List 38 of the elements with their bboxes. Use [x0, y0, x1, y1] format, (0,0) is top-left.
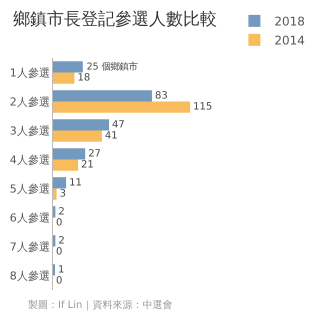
- y-tick-label: 8人參選: [10, 269, 50, 282]
- data-label: 2: [58, 206, 65, 218]
- y-tick-label: 2人參選: [10, 95, 50, 108]
- data-label: 47: [112, 119, 125, 130]
- bar: [53, 177, 66, 188]
- bar: [53, 72, 74, 84]
- y-tick-label: 5人參選: [10, 182, 50, 196]
- legend-label: 2018: [274, 14, 305, 29]
- bar: [53, 148, 86, 160]
- bar: [53, 130, 102, 142]
- bar: [53, 90, 152, 102]
- bar: [53, 160, 78, 171]
- data-label: 1: [58, 264, 64, 276]
- data-label: 27: [88, 148, 101, 160]
- y-tick-label: 4人參選: [10, 153, 50, 166]
- data-label: 0: [56, 276, 62, 287]
- data-label: 25 個鄉鎮市: [86, 62, 138, 73]
- data-label: 41: [104, 130, 118, 142]
- bar: [53, 188, 57, 200]
- bar: [53, 119, 110, 130]
- data-label: 21: [81, 160, 94, 171]
- data-label: 115: [193, 102, 212, 113]
- chart-title: 鄉鎮市長登記參選人數比較: [12, 10, 217, 30]
- data-label: 83: [154, 90, 168, 102]
- y-tick-label: 7人參選: [10, 240, 50, 254]
- data-label: 0: [56, 218, 62, 229]
- text: 製圖：If Lin｜資料來源：中選會: [28, 299, 172, 311]
- data-label: 2: [58, 235, 65, 246]
- data-label: 11: [69, 177, 82, 188]
- y-tick-label: 6人參選: [10, 211, 50, 224]
- bar: [53, 61, 83, 72]
- y-tick-label: 3人參選: [10, 124, 50, 138]
- data-label: 18: [77, 72, 90, 84]
- legend-label: 2014: [274, 34, 305, 48]
- y-tick-label: 1人參選: [10, 66, 50, 80]
- data-label: 0: [56, 246, 62, 258]
- data-label: 3: [60, 188, 66, 200]
- bar: [53, 102, 190, 113]
